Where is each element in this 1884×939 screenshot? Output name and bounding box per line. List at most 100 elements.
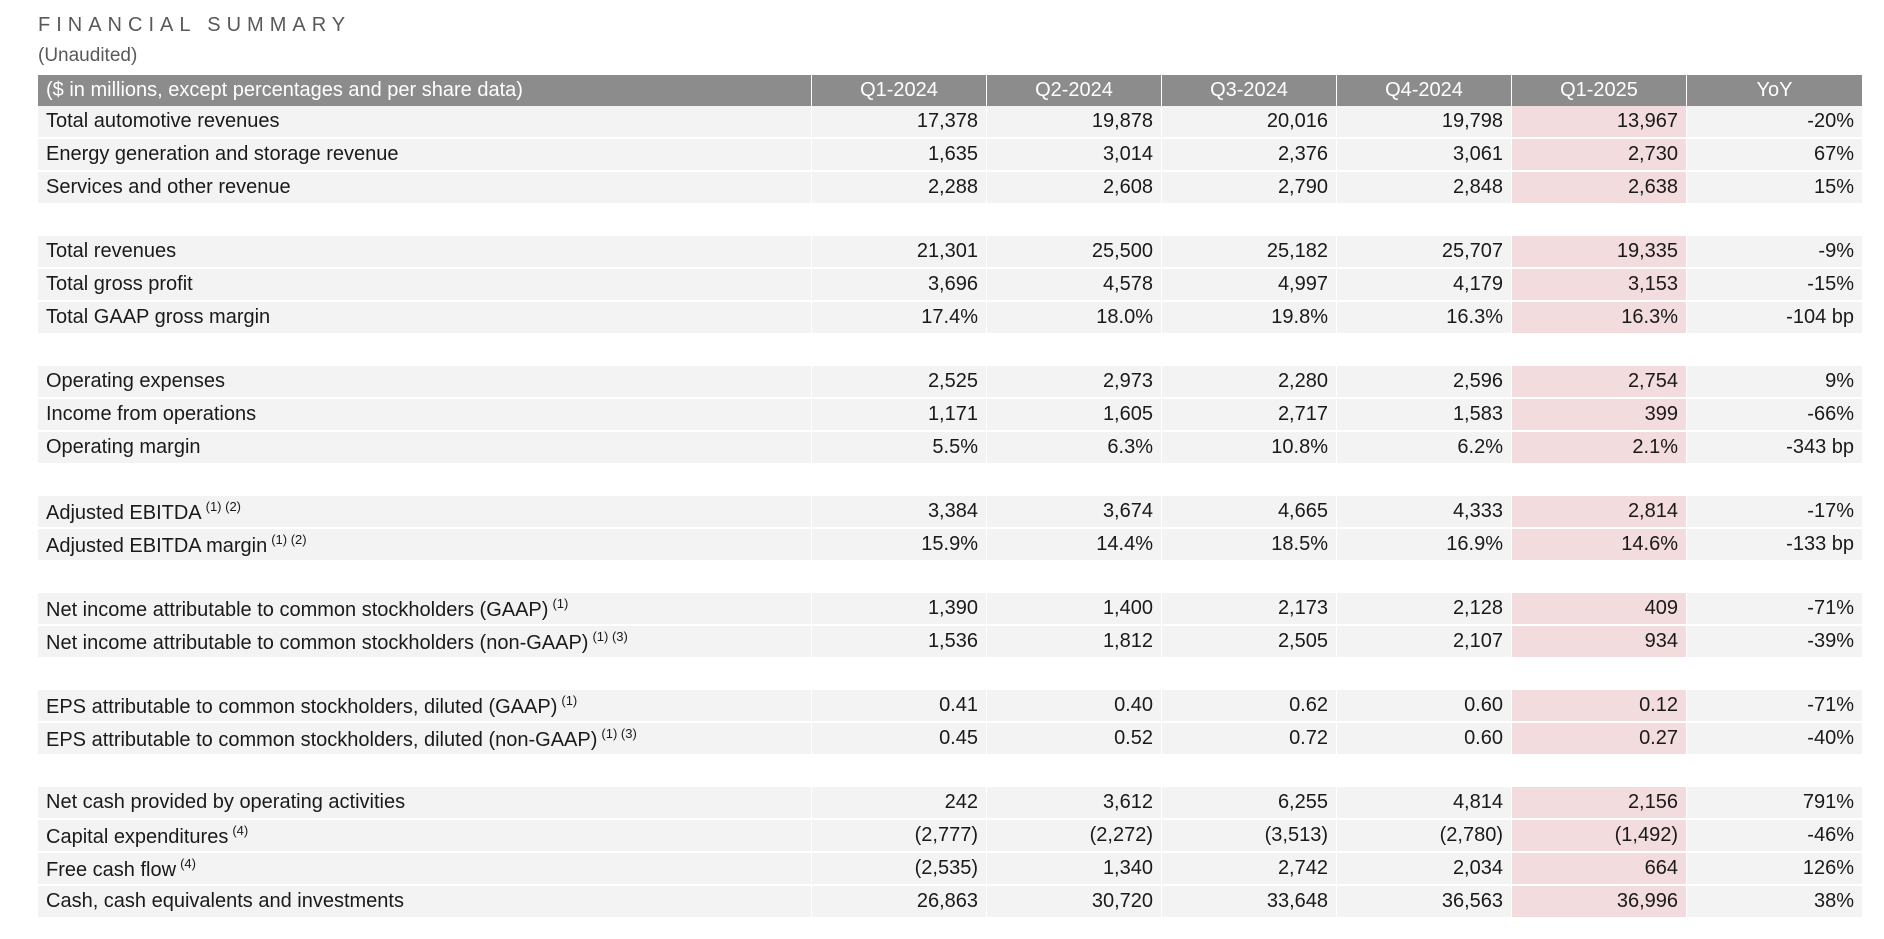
value-cell-q1-2024: 1,536 bbox=[812, 626, 987, 659]
value-cell-q2-2024: 0.52 bbox=[987, 723, 1162, 756]
value-cell-q1-2024: 17,378 bbox=[812, 106, 987, 139]
value-cell-yoy: -46% bbox=[1687, 820, 1862, 853]
row-label: Adjusted EBITDA bbox=[46, 501, 202, 524]
value-cell-q1-2025: 14.6% bbox=[1512, 529, 1687, 562]
value-cell-q4-2024: 16.9% bbox=[1337, 529, 1512, 562]
column-header-q2-2024: Q2-2024 bbox=[987, 75, 1162, 106]
value-cell-q1-2024: (2,535) bbox=[812, 853, 987, 886]
group-spacer-row bbox=[38, 335, 1862, 366]
value-cell-q4-2024: 3,061 bbox=[1337, 139, 1512, 172]
value-cell-yoy: -104 bp bbox=[1687, 302, 1862, 335]
value-cell-yoy: -66% bbox=[1687, 399, 1862, 432]
row-label-cell: Operating expenses bbox=[38, 366, 812, 399]
value-cell-yoy: -40% bbox=[1687, 723, 1862, 756]
value-cell-q2-2024: 1,340 bbox=[987, 853, 1162, 886]
value-cell-q2-2024: 19,878 bbox=[987, 106, 1162, 139]
footnote-marker: (1) (3) bbox=[601, 725, 637, 741]
value-cell-q2-2024: 14.4% bbox=[987, 529, 1162, 562]
value-cell-q2-2024: 3,612 bbox=[987, 787, 1162, 820]
value-cell-q4-2024: 19,798 bbox=[1337, 106, 1512, 139]
footnote-marker: (1) (2) bbox=[271, 531, 307, 547]
value-cell-q4-2024: 2,596 bbox=[1337, 366, 1512, 399]
row-label-cell: Net income attributable to common stockh… bbox=[38, 626, 812, 659]
footnote-marker: (1) bbox=[561, 692, 578, 708]
value-cell-q1-2025: 409 bbox=[1512, 593, 1687, 626]
value-cell-q1-2024: 3,384 bbox=[812, 496, 987, 529]
table-row: Adjusted EBITDA margin (1) (2) 15.9% 14.4% 1… bbox=[38, 529, 1862, 562]
row-label: Total revenues bbox=[46, 240, 177, 262]
table-row: Total automotive revenues 17,378 19,878 20,… bbox=[38, 106, 1862, 139]
footnote-marker: (1) bbox=[552, 595, 569, 611]
value-cell-q2-2024: 25,500 bbox=[987, 236, 1162, 269]
value-cell-q3-2024: 2,280 bbox=[1162, 366, 1337, 399]
value-cell-yoy: -17% bbox=[1687, 496, 1862, 529]
row-label: Income from operations bbox=[46, 403, 257, 425]
row-label-cell: Adjusted EBITDA (1) (2) bbox=[38, 496, 812, 529]
value-cell-q4-2024: 4,179 bbox=[1337, 269, 1512, 302]
row-label-cell: Total automotive revenues bbox=[38, 106, 812, 139]
value-cell-q1-2024: 0.45 bbox=[812, 723, 987, 756]
group-spacer-row bbox=[38, 659, 1862, 690]
value-cell-q1-2025: 399 bbox=[1512, 399, 1687, 432]
value-cell-q4-2024: 4,814 bbox=[1337, 787, 1512, 820]
row-label: Operating expenses bbox=[46, 370, 226, 392]
value-cell-q1-2024: 1,390 bbox=[812, 593, 987, 626]
value-cell-q1-2024: (2,777) bbox=[812, 820, 987, 853]
row-label: Energy generation and storage revenue bbox=[46, 143, 399, 165]
value-cell-q1-2024: 5.5% bbox=[812, 432, 987, 465]
value-cell-q3-2024: 2,173 bbox=[1162, 593, 1337, 626]
spacer-cell bbox=[38, 756, 1862, 787]
row-label-cell: Total revenues bbox=[38, 236, 812, 269]
column-header-q3-2024: Q3-2024 bbox=[1162, 75, 1337, 106]
value-cell-q3-2024: 0.72 bbox=[1162, 723, 1337, 756]
table-row: Total revenues 21,301 25,500 25,182 25,707 19… bbox=[38, 236, 1862, 269]
value-cell-q3-2024: 2,742 bbox=[1162, 853, 1337, 886]
value-cell-q3-2024: 6,255 bbox=[1162, 787, 1337, 820]
value-cell-yoy: -9% bbox=[1687, 236, 1862, 269]
row-label: Total gross profit bbox=[46, 273, 193, 295]
value-cell-yoy: 126% bbox=[1687, 853, 1862, 886]
value-cell-yoy: 791% bbox=[1687, 787, 1862, 820]
value-cell-q1-2024: 3,696 bbox=[812, 269, 987, 302]
value-cell-q2-2024: 1,400 bbox=[987, 593, 1162, 626]
row-label-cell: Capital expenditures (4) bbox=[38, 820, 812, 853]
value-cell-q3-2024: 19.8% bbox=[1162, 302, 1337, 335]
value-cell-q1-2025: 2,814 bbox=[1512, 496, 1687, 529]
spacer-cell bbox=[38, 205, 1862, 236]
value-cell-q1-2024: 1,635 bbox=[812, 139, 987, 172]
column-header-q4-2024: Q4-2024 bbox=[1337, 75, 1512, 106]
value-cell-q2-2024: 2,973 bbox=[987, 366, 1162, 399]
group-spacer-row bbox=[38, 205, 1862, 236]
value-cell-q4-2024: 25,707 bbox=[1337, 236, 1512, 269]
group-spacer-row bbox=[38, 756, 1862, 787]
value-cell-q4-2024: 36,563 bbox=[1337, 886, 1512, 919]
row-label-cell: Total gross profit bbox=[38, 269, 812, 302]
value-cell-q1-2025: 16.3% bbox=[1512, 302, 1687, 335]
table-row: Capital expenditures (4) (2,777) (2,272) (3,… bbox=[38, 820, 1862, 853]
row-label: Net income attributable to common stockh… bbox=[46, 631, 589, 654]
value-cell-q1-2025: 2,156 bbox=[1512, 787, 1687, 820]
value-cell-q4-2024: 2,034 bbox=[1337, 853, 1512, 886]
row-label-cell: Total GAAP gross margin bbox=[38, 302, 812, 335]
value-cell-q3-2024: 0.62 bbox=[1162, 690, 1337, 723]
table-row: Adjusted EBITDA (1) (2) 3,384 3,674 4,665 4,3… bbox=[38, 496, 1862, 529]
value-cell-q1-2024: 1,171 bbox=[812, 399, 987, 432]
row-label: Operating margin bbox=[46, 436, 201, 458]
value-cell-q3-2024: 2,790 bbox=[1162, 172, 1337, 205]
value-cell-q1-2025: 2,730 bbox=[1512, 139, 1687, 172]
column-header-q1-2024: Q1-2024 bbox=[812, 75, 987, 106]
row-label-cell: Income from operations bbox=[38, 399, 812, 432]
value-cell-yoy: -39% bbox=[1687, 626, 1862, 659]
value-cell-q3-2024: 20,016 bbox=[1162, 106, 1337, 139]
value-cell-q4-2024: 16.3% bbox=[1337, 302, 1512, 335]
value-cell-yoy: 15% bbox=[1687, 172, 1862, 205]
row-label-cell: Services and other revenue bbox=[38, 172, 812, 205]
table-body: Total automotive revenues 17,378 19,878 20,… bbox=[38, 106, 1862, 919]
value-cell-q1-2025: 664 bbox=[1512, 853, 1687, 886]
value-cell-q4-2024: 1,583 bbox=[1337, 399, 1512, 432]
footnote-marker: (4) bbox=[180, 855, 196, 871]
value-cell-q1-2024: 242 bbox=[812, 787, 987, 820]
row-label: Total automotive revenues bbox=[46, 110, 280, 132]
table-row: Operating expenses 2,525 2,973 2,280 2,596 2,… bbox=[38, 366, 1862, 399]
row-label-cell: Operating margin bbox=[38, 432, 812, 465]
